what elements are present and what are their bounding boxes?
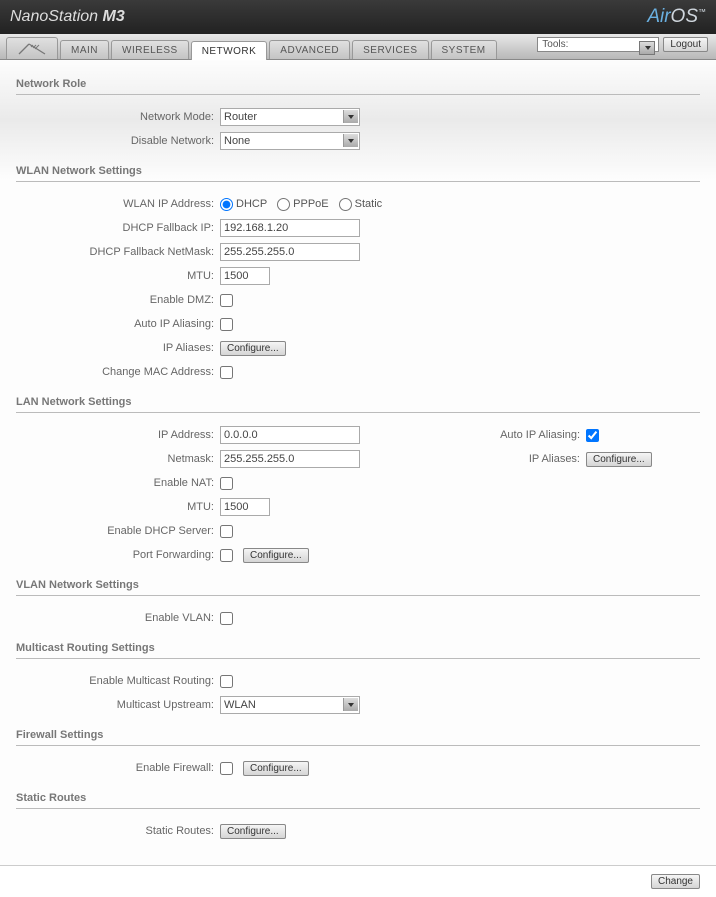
lan-mtu-input[interactable] xyxy=(220,498,270,516)
wlan-ip-label: WLAN IP Address: xyxy=(16,198,220,210)
wlan-radio-pppoe-input[interactable] xyxy=(277,198,290,211)
change-button[interactable]: Change xyxy=(651,874,700,889)
content: Network Role Network Mode: Router Disabl… xyxy=(0,60,716,865)
enable-dmz-label: Enable DMZ: xyxy=(16,294,220,306)
tab-main[interactable]: MAIN xyxy=(60,40,109,59)
logout-button[interactable]: Logout xyxy=(663,37,708,52)
bottom-bar: Change xyxy=(0,865,716,897)
enable-multicast-checkbox[interactable] xyxy=(220,675,233,688)
enable-vlan-label: Enable VLAN: xyxy=(16,612,220,624)
app-header: NanoStation M3 AirOS™ xyxy=(0,0,716,34)
fallback-ip-label: DHCP Fallback IP: xyxy=(16,222,220,234)
wlan-mtu-label: MTU: xyxy=(16,270,220,282)
wlan-radio-static-input[interactable] xyxy=(339,198,352,211)
brand-name: NanoStation xyxy=(10,8,98,25)
multicast-upstream-select[interactable]: WLAN xyxy=(220,696,360,714)
enable-nat-checkbox[interactable] xyxy=(220,477,233,490)
static-routes-label: Static Routes: xyxy=(16,825,220,837)
brand: NanoStation M3 xyxy=(10,8,125,26)
lan-ipaliases-configure-button[interactable]: Configure... xyxy=(586,452,652,467)
fallback-ip-input[interactable] xyxy=(220,219,360,237)
enable-multicast-label: Enable Multicast Routing: xyxy=(16,675,220,687)
section-multicast: Multicast Routing Settings xyxy=(16,632,700,659)
enable-dmz-checkbox[interactable] xyxy=(220,294,233,307)
antenna-icon xyxy=(17,42,47,56)
brand-model: M3 xyxy=(103,8,125,25)
enable-firewall-label: Enable Firewall: xyxy=(16,762,220,774)
enable-nat-label: Enable NAT: xyxy=(16,477,220,489)
port-fwd-configure-button[interactable]: Configure... xyxy=(243,548,309,563)
fallback-mask-input[interactable] xyxy=(220,243,360,261)
tab-network[interactable]: NETWORK xyxy=(191,41,268,60)
enable-dhcp-label: Enable DHCP Server: xyxy=(16,525,220,537)
section-static-routes: Static Routes xyxy=(16,782,700,809)
section-network-role: Network Role xyxy=(16,68,700,95)
wlan-radio-dhcp[interactable]: DHCP xyxy=(220,198,267,211)
tools-dropdown[interactable]: Tools: xyxy=(537,37,659,52)
multicast-upstream-label: Multicast Upstream: xyxy=(16,699,220,711)
wlan-radio-static[interactable]: Static xyxy=(339,198,383,211)
lan-netmask-input[interactable] xyxy=(220,450,360,468)
wlan-radio-pppoe[interactable]: PPPoE xyxy=(277,198,328,211)
disable-network-select[interactable]: None xyxy=(220,132,360,150)
tab-system[interactable]: SYSTEM xyxy=(431,40,497,59)
tab-wireless[interactable]: WIRELESS xyxy=(111,40,189,59)
section-lan: LAN Network Settings xyxy=(16,386,700,413)
enable-dhcp-checkbox[interactable] xyxy=(220,525,233,538)
lan-ip-input[interactable] xyxy=(220,426,360,444)
lan-ip-label: IP Address: xyxy=(16,429,220,441)
static-routes-configure-button[interactable]: Configure... xyxy=(220,824,286,839)
lan-mtu-label: MTU: xyxy=(16,501,220,513)
logo-tm: ™ xyxy=(698,8,706,17)
tools-area: Tools: Logout xyxy=(537,37,708,52)
wlan-ipaliases-label: IP Aliases: xyxy=(16,342,220,354)
wlan-ipaliases-configure-button[interactable]: Configure... xyxy=(220,341,286,356)
section-firewall: Firewall Settings xyxy=(16,719,700,746)
lan-netmask-label: Netmask: xyxy=(16,453,220,465)
wlan-radio-dhcp-input[interactable] xyxy=(220,198,233,211)
airos-logo: AirOS™ xyxy=(647,6,706,28)
firewall-configure-button[interactable]: Configure... xyxy=(243,761,309,776)
logo-air: Air xyxy=(647,6,670,27)
section-vlan: VLAN Network Settings xyxy=(16,569,700,596)
tab-services[interactable]: SERVICES xyxy=(352,40,428,59)
tab-bar: MAIN WIRELESS NETWORK ADVANCED SERVICES … xyxy=(0,34,716,60)
tab-home-icon[interactable] xyxy=(6,37,58,59)
fallback-mask-label: DHCP Fallback NetMask: xyxy=(16,246,220,258)
change-mac-checkbox[interactable] xyxy=(220,366,233,379)
network-mode-label: Network Mode: xyxy=(16,111,220,123)
tab-advanced[interactable]: ADVANCED xyxy=(269,40,350,59)
enable-vlan-checkbox[interactable] xyxy=(220,612,233,625)
logo-os: OS xyxy=(671,6,698,27)
section-wlan: WLAN Network Settings xyxy=(16,155,700,182)
lan-autoip-checkbox[interactable] xyxy=(586,429,599,442)
wlan-autoip-checkbox[interactable] xyxy=(220,318,233,331)
disable-network-label: Disable Network: xyxy=(16,135,220,147)
port-fwd-label: Port Forwarding: xyxy=(16,549,220,561)
network-mode-select[interactable]: Router xyxy=(220,108,360,126)
enable-firewall-checkbox[interactable] xyxy=(220,762,233,775)
lan-ipaliases-label: IP Aliases: xyxy=(436,453,586,465)
change-mac-label: Change MAC Address: xyxy=(16,366,220,378)
port-fwd-checkbox[interactable] xyxy=(220,549,233,562)
wlan-autoip-label: Auto IP Aliasing: xyxy=(16,318,220,330)
lan-autoip-label: Auto IP Aliasing: xyxy=(436,429,586,441)
wlan-mtu-input[interactable] xyxy=(220,267,270,285)
